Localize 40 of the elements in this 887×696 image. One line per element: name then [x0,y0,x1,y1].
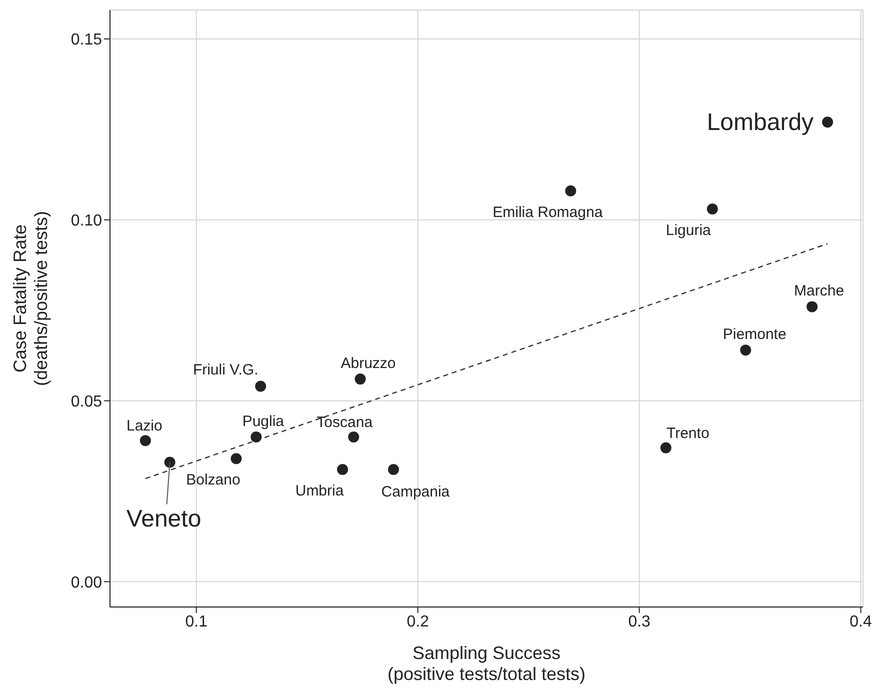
point [822,116,834,128]
point [255,380,266,392]
point [230,453,242,464]
annotation: Friuli V.G. [192,361,258,378]
annotation: Toscana [316,414,374,431]
x-tick-label: 0.1 [185,613,208,630]
x-tick-label: 0.4 [850,613,872,630]
point [565,185,576,196]
point [337,464,348,476]
y-tick-label: 0.10 [70,212,102,230]
annotation: Marche [794,282,844,300]
point [164,456,176,468]
annotation: Trento [666,424,710,442]
annotation: Lombardy [706,109,814,136]
x-axis-title: Sampling Success (positive tests/total tests) [387,643,586,684]
point [388,464,399,476]
point [660,442,672,454]
annotation: Veneto [126,505,202,532]
y-tick-label: 0.00 [70,574,102,592]
point [806,301,818,312]
point [348,431,360,442]
annotation: Puglia [242,412,285,430]
annotation: Abruzzo [340,355,396,372]
annotation: Campania [381,484,450,501]
point [740,344,752,356]
annotation: Liguria [666,222,712,239]
annotation: Umbria [295,482,344,500]
point [706,204,718,214]
annotation: Emilia Romagna [492,204,604,221]
annotation: Piemonte [722,326,786,344]
point [140,435,151,446]
annotation: Bolzano [186,472,240,489]
annotation: Lazio [126,418,162,435]
point [354,374,366,385]
x-tick-label: 0.2 [406,613,430,630]
y-tick-label: 0.15 [70,32,102,49]
y-axis-title: Case Fatality Rate (deaths/positive tests) [10,210,51,386]
x-tick-label: 0.3 [628,613,651,630]
y-tick-label: 0.05 [70,393,102,410]
point [250,431,262,442]
